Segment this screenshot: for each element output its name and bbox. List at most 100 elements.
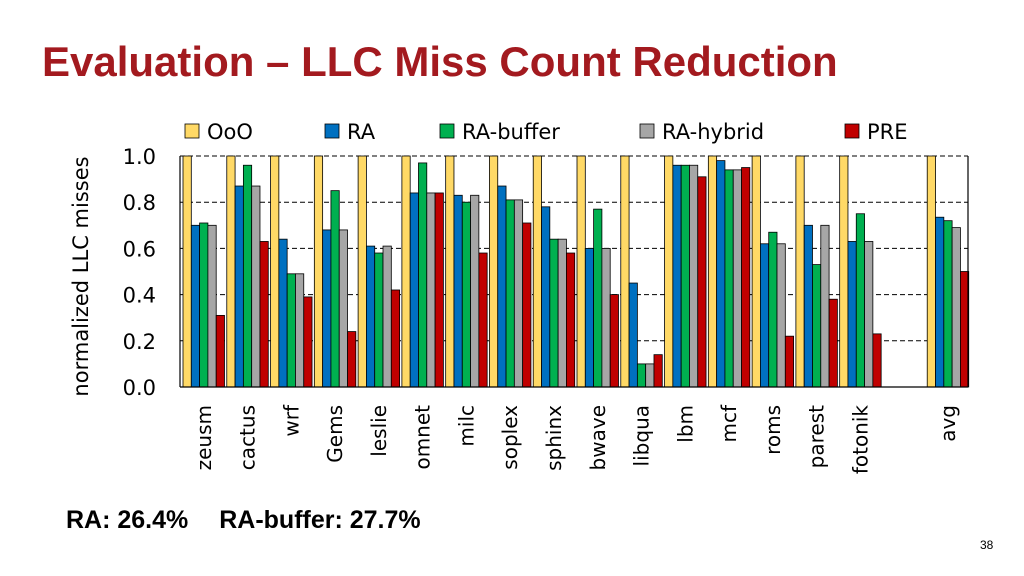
x-tick-label: Gems xyxy=(323,405,347,463)
bar-ra-milc xyxy=(453,194,463,388)
bar-ra-buffer-libqua xyxy=(636,363,647,388)
x-tick-label: soplex xyxy=(498,405,522,470)
y-tick-label: 0.0 xyxy=(123,376,156,400)
bar-ra-fotonik xyxy=(847,241,857,388)
legend-label: RA-hybrid xyxy=(662,120,764,144)
slide-title: Evaluation – LLC Miss Count Reduction xyxy=(42,38,838,85)
x-tick-label: roms xyxy=(761,405,785,455)
legend-label: OoO xyxy=(207,120,253,144)
bar-ra-hybrid-parest xyxy=(820,224,830,388)
bar-ooo-soplex xyxy=(489,155,499,388)
bar-ra-hybrid-omnet xyxy=(426,192,436,388)
bar-ra-buffer-soplex xyxy=(505,199,515,388)
bar-ra-buffer-avg xyxy=(943,220,953,388)
x-tick-label: parest xyxy=(805,405,829,468)
bar-ooo-mcf xyxy=(707,155,718,388)
bar-ra-hybrid-zeusm xyxy=(207,224,217,388)
bar-ra-hybrid-milc xyxy=(470,194,480,388)
bar-pre-fotonik xyxy=(872,333,882,388)
legend-swatch xyxy=(324,123,340,139)
legend-label: RA xyxy=(347,120,376,144)
bar-ra-bwave xyxy=(584,247,594,388)
y-axis-label: normalized LLC misses xyxy=(69,156,93,396)
y-tick-label: 0.4 xyxy=(123,284,156,308)
bar-ooo-zeusm xyxy=(182,155,192,388)
bar-ra-mcf xyxy=(716,160,726,388)
bar-pre-roms xyxy=(784,335,795,388)
legend-swatch xyxy=(639,123,655,139)
x-tick-label: leslie xyxy=(367,405,391,457)
bar-ooo-wrf xyxy=(270,155,280,388)
bar-ra-soplex xyxy=(497,185,507,388)
bar-ra-hybrid-wrf xyxy=(295,273,305,388)
bars xyxy=(182,155,970,388)
bar-ooo-avg xyxy=(926,155,936,388)
bar-ra-buffer-sphinx xyxy=(549,238,559,388)
page-number: 38 xyxy=(980,538,994,552)
bar-pre-omnet xyxy=(434,192,444,388)
bar-ooo-parest xyxy=(795,155,805,388)
legend-swatch xyxy=(184,123,200,139)
bar-pre-soplex xyxy=(522,222,532,388)
bar-ra-hybrid-bwave xyxy=(601,247,611,388)
bar-ra-hybrid-libqua xyxy=(645,363,655,388)
bar-pre-zeusm xyxy=(215,314,225,388)
bar-ra-buffer-leslie xyxy=(374,252,384,388)
x-tick-label: omnet xyxy=(411,405,435,470)
y-tick-label: 1.0 xyxy=(123,145,156,169)
x-tick-label: bwave xyxy=(586,405,610,470)
bar-pre-sphinx xyxy=(566,252,576,388)
bar-pre-cactus xyxy=(259,241,269,388)
x-tick-label: sphinx xyxy=(542,405,566,471)
bar-ooo-libqua xyxy=(620,155,630,388)
bar-ra-hybrid-leslie xyxy=(382,245,392,388)
x-tick-label: wrf xyxy=(279,404,303,437)
bar-ra-parest xyxy=(803,224,813,388)
summary-ra-buffer: RA-buffer: 27.7% xyxy=(219,506,421,534)
y-tick-label: 0.6 xyxy=(123,237,156,261)
axes: 0.0 0.2 0.4 0.6 0.8 1.0 normalized LLC misses z… xyxy=(69,145,969,475)
bar-pre-lbm xyxy=(697,176,707,388)
bar-ra-libqua xyxy=(628,282,638,388)
bar-pre-milc xyxy=(478,252,488,388)
bar-ra-buffer-Gems xyxy=(330,190,340,388)
bar-ra-hybrid-avg xyxy=(951,227,961,388)
summary-ra: RA: 26.4% xyxy=(66,506,189,534)
bar-ooo-milc xyxy=(445,155,455,388)
bar-ra-buffer-omnet xyxy=(418,162,428,388)
bar-ra-hybrid-mcf xyxy=(732,169,742,388)
bar-ra-hybrid-Gems xyxy=(338,229,348,388)
bar-pre-bwave xyxy=(609,294,619,388)
bar-ra-avg xyxy=(935,216,945,388)
bar-ooo-fotonik xyxy=(839,155,849,388)
bar-ra-leslie xyxy=(366,245,376,388)
x-tick-label: fotonik xyxy=(848,405,872,475)
bar-ra-hybrid-roms xyxy=(776,243,786,388)
bar-ra-omnet xyxy=(409,192,419,388)
bar-ra-buffer-fotonik xyxy=(855,213,865,388)
summary: RA: 26.4% RA-buffer: 27.7% xyxy=(66,506,445,535)
bar-ra-buffer-lbm xyxy=(680,164,690,388)
bar-ooo-sphinx xyxy=(532,155,542,388)
bar-ra-buffer-milc xyxy=(461,201,471,388)
bar-pre-parest xyxy=(828,298,838,388)
bar-ra-buffer-parest xyxy=(812,264,822,388)
bar-ooo-leslie xyxy=(357,155,367,388)
bar-pre-wrf xyxy=(303,296,313,388)
bar-ooo-omnet xyxy=(401,155,411,388)
legend-label: PRE xyxy=(867,120,908,144)
legend-swatch xyxy=(844,123,860,139)
bar-ooo-cactus xyxy=(226,155,236,388)
bar-ra-buffer-wrf xyxy=(286,273,296,388)
x-tick-label: libqua xyxy=(630,405,654,466)
y-tick-label: 0.2 xyxy=(123,330,156,354)
x-tick-label: mcf xyxy=(717,404,741,442)
bar-ra-cactus xyxy=(234,185,244,388)
bar-ra-hybrid-lbm xyxy=(689,164,699,388)
bar-pre-leslie xyxy=(390,289,401,388)
bar-ra-buffer-roms xyxy=(768,231,778,388)
bar-pre-Gems xyxy=(347,331,357,388)
y-tick-label: 0.8 xyxy=(123,191,156,215)
bar-ra-zeusm xyxy=(190,224,201,388)
bar-ra-buffer-mcf xyxy=(724,169,734,388)
